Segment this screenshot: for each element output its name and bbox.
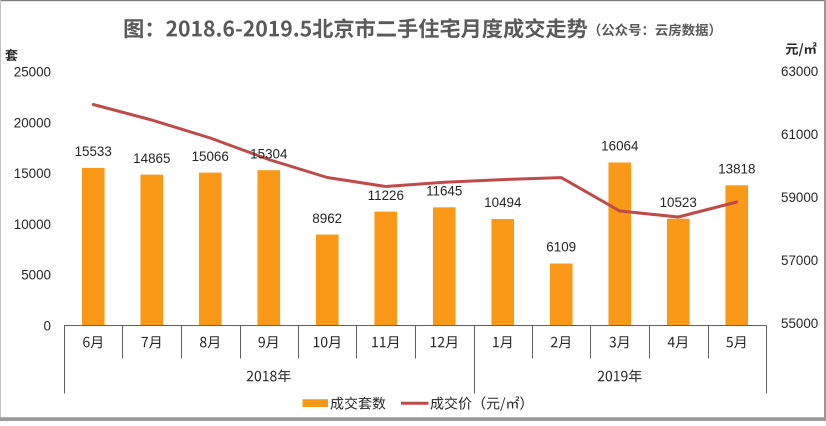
svg-text:15000: 15000 xyxy=(14,166,51,181)
svg-text:15304: 15304 xyxy=(250,146,288,161)
svg-text:16064: 16064 xyxy=(601,139,639,154)
svg-text:13818: 13818 xyxy=(718,162,755,177)
svg-text:11645: 11645 xyxy=(426,184,462,199)
svg-text:8962: 8962 xyxy=(312,211,342,226)
svg-text:61000: 61000 xyxy=(781,127,818,142)
svg-text:0: 0 xyxy=(44,318,51,333)
svg-text:10000: 10000 xyxy=(14,217,51,232)
svg-text:15066: 15066 xyxy=(192,149,229,164)
svg-text:11226: 11226 xyxy=(368,188,404,203)
svg-text:6109: 6109 xyxy=(546,240,576,255)
svg-text:59000: 59000 xyxy=(781,190,818,205)
svg-text:25000: 25000 xyxy=(14,65,51,80)
svg-text:10523: 10523 xyxy=(660,195,697,210)
svg-text:63000: 63000 xyxy=(781,64,818,79)
svg-text:20000: 20000 xyxy=(14,115,51,130)
svg-text:10494: 10494 xyxy=(484,195,522,210)
svg-text:57000: 57000 xyxy=(781,253,818,268)
svg-text:14865: 14865 xyxy=(133,151,170,166)
svg-text:55000: 55000 xyxy=(781,316,818,331)
svg-text:5000: 5000 xyxy=(21,268,51,283)
svg-text:15533: 15533 xyxy=(75,144,112,159)
